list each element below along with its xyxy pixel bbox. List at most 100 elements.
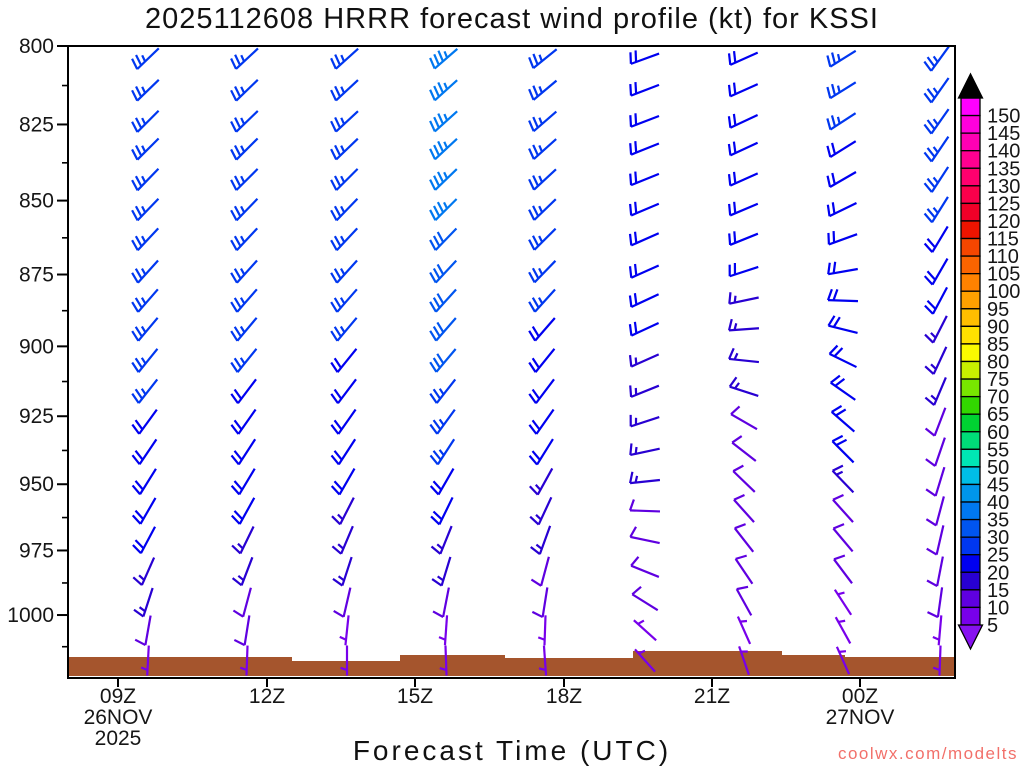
barb-feather-full: [330, 239, 338, 251]
barb-feather-half: [443, 201, 449, 210]
wind-barb: [230, 168, 259, 191]
wind-barb: [529, 496, 553, 526]
barb-feather-full: [134, 205, 143, 217]
barb-feather-full: [727, 174, 732, 186]
colorbar-label: 135: [987, 158, 1020, 180]
wind-barb: [925, 437, 946, 467]
barb-feather-half: [140, 325, 147, 333]
wind-barb: [429, 468, 455, 496]
barb-feather-full: [832, 523, 845, 530]
wind-barb: [926, 556, 944, 587]
barb-feather-full: [926, 208, 936, 219]
barb-feather-half: [930, 394, 938, 401]
barb-staff: [535, 378, 555, 404]
wind-barb: [727, 171, 759, 187]
barb-staff: [630, 353, 660, 368]
barb-staff: [534, 348, 556, 373]
barb-feather-full: [134, 509, 145, 520]
watermark-link[interactable]: coolwx.com/modelts: [837, 744, 1018, 763]
barb-staff: [630, 564, 660, 578]
barb-feather-half: [535, 543, 543, 550]
barb-feather-half: [733, 323, 738, 331]
barb-feather-full: [333, 357, 342, 369]
barb-staff: [540, 556, 550, 587]
barb-feather-full: [633, 231, 638, 244]
barb-feather-full: [432, 419, 442, 431]
barb-staff: [630, 447, 660, 457]
barb-feather-full: [733, 231, 737, 243]
barb-feather-half: [538, 267, 544, 275]
barb-feather-full: [431, 578, 443, 587]
barb-staff: [828, 233, 858, 246]
barb-feather-full: [730, 405, 741, 416]
barb-feather-full: [436, 353, 445, 365]
wind-barb: [131, 79, 160, 102]
wind-barb: [923, 108, 950, 135]
barb-staff: [139, 526, 157, 554]
barb-feather-full: [528, 361, 537, 373]
barb-feather-half: [835, 470, 844, 476]
wind-barb: [239, 645, 249, 676]
colorbar-cell: [960, 378, 981, 398]
wind-barb: [431, 556, 452, 587]
wind-barb: [630, 556, 660, 578]
barb-feather-full: [131, 392, 140, 404]
barb-staff: [730, 413, 758, 431]
barb-feather-half: [437, 575, 444, 582]
colorbar-cell: [960, 150, 981, 169]
barb-staff: [235, 137, 259, 161]
x-tick-label: 18Z: [546, 685, 582, 708]
wind-barb: [826, 81, 857, 100]
wind-barb: [230, 408, 257, 435]
barb-staff: [935, 496, 945, 526]
barb-feather-full: [531, 610, 544, 619]
colorbar-label: 50: [987, 457, 1009, 479]
barb-feather-half: [340, 268, 346, 276]
barb-feather-half: [932, 146, 939, 154]
barb-feather-half: [443, 113, 449, 121]
barb-staff: [433, 48, 459, 70]
wind-barb: [230, 468, 256, 496]
barb-feather-full: [924, 304, 934, 315]
wind-barb: [826, 49, 857, 68]
barb-staff: [139, 468, 157, 495]
y-tick-label: 875: [19, 264, 54, 287]
wind-barb: [731, 435, 757, 462]
wind-barb: [830, 374, 856, 401]
barb-feather-full: [134, 357, 143, 369]
barb-staff: [828, 324, 858, 334]
barb-staff: [831, 469, 855, 494]
barb-feather-full: [230, 393, 239, 404]
wind-barb: [629, 414, 660, 428]
chart-title: 2025112608 HRRR forecast wind profile (k…: [145, 3, 879, 35]
barb-feather-full: [231, 577, 243, 587]
barb-feather-full: [530, 546, 541, 555]
wind-barb: [131, 408, 158, 435]
barb-staff: [629, 478, 661, 485]
colorbar-label: 100: [987, 281, 1020, 303]
wind-barb: [924, 346, 948, 375]
barb-feather-full: [834, 377, 846, 387]
barb-feather-full: [433, 116, 440, 129]
barb-feather-full: [230, 179, 238, 191]
barb-feather-full: [634, 50, 638, 63]
barb-feather-half: [932, 176, 939, 184]
wind-barb: [439, 645, 448, 676]
barb-staff: [630, 142, 660, 156]
barb-staff: [137, 259, 159, 284]
barb-feather-half: [138, 606, 146, 613]
x-axis-title: Forecast Time (UTC): [352, 735, 672, 766]
barb-staff: [438, 496, 454, 525]
barb-feather-half: [932, 666, 941, 672]
barb-feather-half: [733, 352, 739, 360]
barb-feather-full: [736, 585, 749, 591]
wind-barb: [728, 262, 759, 278]
colorbar-cell: [960, 589, 981, 609]
wind-barb: [331, 525, 354, 555]
barb-staff: [439, 525, 453, 555]
barb-feather-full: [733, 494, 745, 501]
colorbar-cell: [960, 97, 981, 117]
barb-feather-half: [740, 650, 748, 653]
barb-feather-half: [340, 145, 346, 153]
colorbar-cell: [960, 554, 981, 573]
